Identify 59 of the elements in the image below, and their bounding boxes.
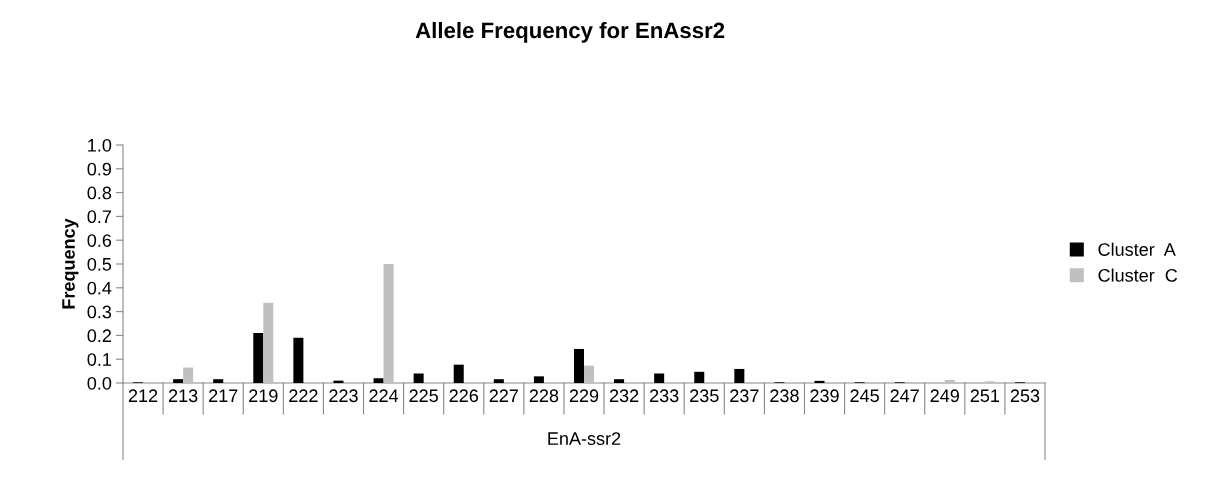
x-tick-label: 233 <box>650 389 679 403</box>
bar <box>493 379 504 383</box>
bar <box>213 379 224 383</box>
bar <box>734 368 745 383</box>
x-tick-label: 251 <box>970 389 1000 403</box>
x-tick-label: 223 <box>329 389 358 403</box>
x-tick-label: 237 <box>730 389 759 403</box>
x-tick-label: 228 <box>529 389 559 403</box>
x-tick-label: 213 <box>168 389 198 403</box>
y-tick-label: 0.1 <box>87 353 112 366</box>
bar <box>944 379 955 383</box>
y-tick-label: 0.2 <box>87 329 111 343</box>
y-tick-label: 0.3 <box>87 305 112 319</box>
x-tick-label: 239 <box>810 389 839 403</box>
x-tick-label: 253 <box>1010 389 1040 403</box>
bar <box>183 367 194 383</box>
bar <box>814 380 825 383</box>
bar <box>413 373 424 383</box>
x-tick-label: 245 <box>850 389 879 403</box>
y-tick-label: 0.0 <box>87 376 112 390</box>
y-tick-label: 0.7 <box>87 210 111 224</box>
x-tick-label: 235 <box>690 389 719 403</box>
bar <box>573 348 584 383</box>
bar <box>654 373 665 383</box>
x-tick-label: 222 <box>289 389 318 402</box>
y-tick-label: 0.5 <box>87 257 112 271</box>
x-axis-title: EnA-ssr2 <box>548 432 621 445</box>
x-tick-label: 249 <box>930 389 959 403</box>
bar <box>694 371 705 383</box>
x-tick-label: 238 <box>770 389 799 403</box>
x-tick-label: 227 <box>489 389 518 402</box>
x-tick-label: 212 <box>128 389 158 402</box>
y-tick-label: 0.6 <box>87 234 112 247</box>
bar <box>614 379 625 383</box>
y-axis-title: Frequency <box>62 218 79 309</box>
bar <box>453 364 464 383</box>
x-tick-label: 219 <box>249 389 278 403</box>
bar <box>263 302 274 383</box>
bar <box>373 378 384 383</box>
x-tick-label: 224 <box>369 389 399 402</box>
bar <box>533 376 544 383</box>
x-tick-label: 217 <box>209 389 238 402</box>
bar <box>173 379 184 383</box>
y-tick-label: 0.4 <box>87 281 112 295</box>
x-tick-label: 247 <box>890 389 919 402</box>
bar <box>584 365 595 383</box>
bar <box>253 333 264 383</box>
legend-label: Cluster C <box>1098 268 1178 282</box>
y-tick-label: 0.9 <box>87 162 112 176</box>
x-tick-label: 225 <box>409 389 438 403</box>
x-tick-label: 232 <box>609 389 639 403</box>
y-tick-label: 1.0 <box>88 138 112 152</box>
bar <box>293 337 304 383</box>
legend-label: Cluster A <box>1098 242 1176 256</box>
x-tick-label: 226 <box>449 389 479 403</box>
chart-title: Allele Frequency for EnAssr2 <box>415 21 725 43</box>
y-tick-label: 0.8 <box>87 186 112 200</box>
x-tick-label: 229 <box>569 389 599 403</box>
bar <box>383 264 394 383</box>
